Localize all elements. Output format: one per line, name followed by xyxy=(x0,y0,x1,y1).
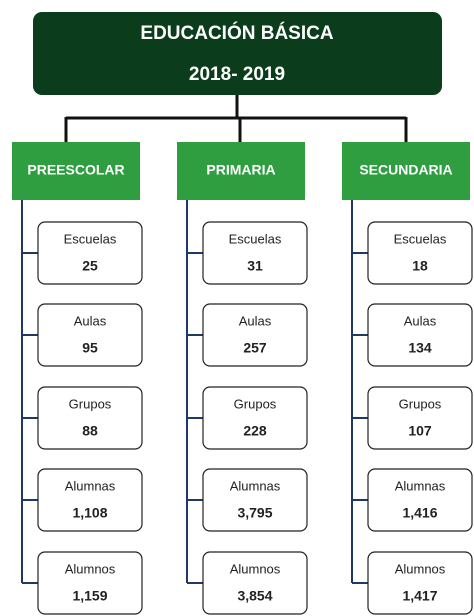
item-label: Grupos xyxy=(234,396,277,411)
item-box xyxy=(367,386,473,450)
item-label: Aulas xyxy=(239,313,272,328)
header-subtitle: 2018- 2019 xyxy=(189,64,285,85)
item-box xyxy=(37,221,143,285)
column-header xyxy=(177,142,305,200)
item-label: Grupos xyxy=(399,396,442,411)
header-box xyxy=(33,12,442,95)
item-box xyxy=(367,303,473,367)
item-label: Grupos xyxy=(69,396,112,411)
item-label: Alumnas xyxy=(65,478,116,493)
item-label: Alumnos xyxy=(230,561,281,576)
item-label: Alumnas xyxy=(395,478,446,493)
item-value: 3,854 xyxy=(237,588,272,604)
column-header xyxy=(342,142,470,200)
item-value: 31 xyxy=(247,258,263,274)
item-label: Aulas xyxy=(74,313,107,328)
item-box xyxy=(367,221,473,285)
column-title: PRIMARIA xyxy=(206,162,275,178)
item-value: 1,416 xyxy=(402,505,437,521)
item-label: Escuelas xyxy=(64,231,117,246)
connectors xyxy=(64,95,408,142)
item-value: 107 xyxy=(408,423,432,439)
item-label: Alumnos xyxy=(395,561,446,576)
item-label: Escuelas xyxy=(229,231,282,246)
item-box xyxy=(37,303,143,367)
item-value: 18 xyxy=(412,258,428,274)
item-label: Alumnas xyxy=(230,478,281,493)
item-value: 1,417 xyxy=(402,588,437,604)
item-label: Aulas xyxy=(404,313,437,328)
item-value: 1,108 xyxy=(72,505,107,521)
item-label: Escuelas xyxy=(394,231,447,246)
header-title: EDUCACIÓN BÁSICA xyxy=(140,22,333,44)
item-box xyxy=(37,551,143,615)
item-label: Alumnos xyxy=(65,561,116,576)
column-title: SECUNDARIA xyxy=(359,162,452,178)
item-box xyxy=(367,551,473,615)
column-header xyxy=(12,142,140,200)
item-box xyxy=(202,221,308,285)
item-value: 134 xyxy=(408,340,432,356)
item-box xyxy=(202,386,308,450)
item-value: 88 xyxy=(82,423,98,439)
item-value: 228 xyxy=(243,423,267,439)
item-box xyxy=(202,303,308,367)
item-box xyxy=(202,468,308,532)
item-value: 1,159 xyxy=(72,588,107,604)
column-title: PREESCOLAR xyxy=(27,162,124,178)
item-box xyxy=(202,551,308,615)
item-box xyxy=(367,468,473,532)
item-box xyxy=(37,468,143,532)
item-value: 3,795 xyxy=(237,505,272,521)
item-box xyxy=(37,386,143,450)
item-value: 95 xyxy=(82,340,98,356)
item-value: 257 xyxy=(243,340,267,356)
item-value: 25 xyxy=(82,258,98,274)
